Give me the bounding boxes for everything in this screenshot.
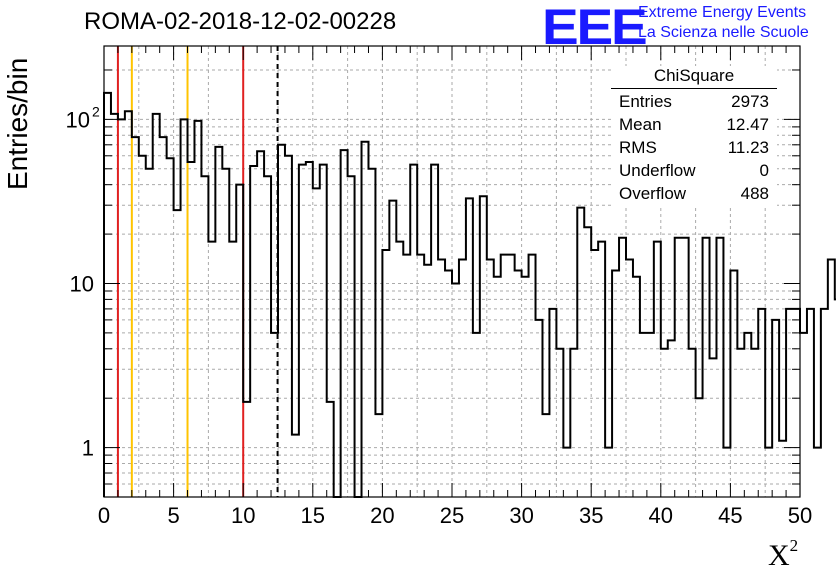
histogram-line — [103, 91, 836, 498]
stat-row-entries: Entries 2973 — [619, 92, 769, 114]
grid-lines — [104, 46, 800, 497]
x-tick-label: 5 — [167, 503, 179, 528]
x-tick-label: 35 — [579, 503, 603, 528]
x-tick-label: 10 — [231, 503, 255, 528]
x-tick-label: 45 — [718, 503, 742, 528]
x-tick-label: 20 — [370, 503, 394, 528]
stat-row-mean: Mean 12.47 — [619, 115, 769, 137]
y-axis-label: Entries/bin — [2, 57, 33, 190]
stat-name: Entries — [619, 92, 672, 111]
x-axis-label: X2 — [768, 536, 798, 573]
stats-title: ChiSquare — [653, 66, 735, 85]
y-tick-label: 10 — [70, 271, 94, 296]
x-tick-label: 25 — [440, 503, 464, 528]
y-tick-label-exponent: 2 — [92, 103, 100, 119]
marker-lines — [116, 46, 279, 497]
x-tick-label: 50 — [788, 503, 812, 528]
stat-value: 12.47 — [726, 115, 769, 134]
histogram-series — [103, 91, 836, 498]
logo-line-1: Extreme Energy Events — [638, 4, 807, 21]
logo-line-2: La Scienza nelle Scuole — [638, 24, 809, 41]
y-tick-label: 10 — [66, 107, 90, 132]
stat-row-underflow: Underflow 0 — [619, 161, 769, 183]
stat-value: 0 — [759, 161, 769, 180]
x-axis-label-exponent: 2 — [789, 536, 799, 555]
x-tick-label: 30 — [509, 503, 533, 528]
stats-box: ChiSquare Entries 2973 Mean 12.47 RMS 11… — [611, 66, 777, 207]
stat-row-overflow: Overflow 488 — [619, 184, 769, 206]
x-tick-label: 0 — [98, 503, 110, 528]
stat-value: 2973 — [731, 92, 769, 111]
stat-name: Mean — [619, 115, 662, 134]
stat-name: Underflow — [619, 161, 696, 180]
stat-value: 488 — [740, 184, 769, 203]
stat-value: 11.23 — [727, 138, 769, 157]
y-tick-label: 1 — [82, 436, 94, 461]
stat-name: Overflow — [619, 184, 687, 203]
x-tick-label: 15 — [301, 503, 325, 528]
eee-logo: EEE — [542, 0, 648, 55]
axes — [103, 45, 801, 498]
stat-name: RMS — [619, 138, 657, 157]
x-axis-label-base: X — [768, 539, 790, 572]
stat-row-rms: RMS 11.23 — [619, 138, 769, 160]
x-tick-label: 40 — [649, 503, 673, 528]
chart-title: ROMA-02-2018-12-02-00228 — [84, 8, 397, 35]
stats-divider — [611, 88, 777, 89]
